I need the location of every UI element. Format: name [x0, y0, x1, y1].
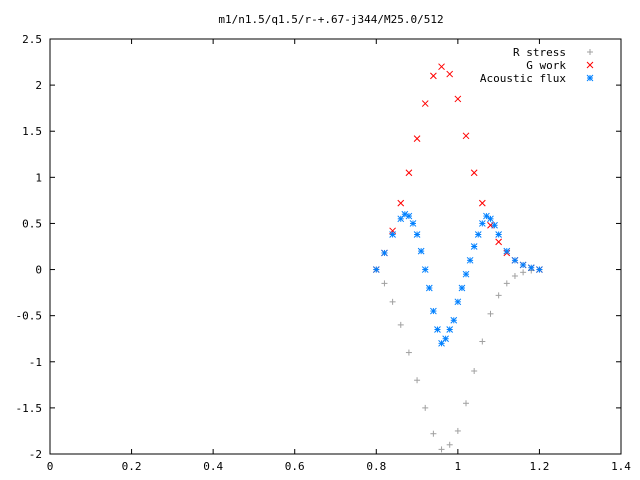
data-point: [478, 220, 486, 227]
data-point: [470, 243, 478, 250]
data-point: [430, 72, 437, 80]
data-point: [462, 132, 470, 140]
data-point: [405, 169, 413, 177]
data-point: [495, 292, 502, 299]
data-point: [413, 231, 421, 238]
y-tick-label: 0: [35, 264, 42, 277]
x-tick-label: 0.4: [203, 460, 223, 473]
legend-marker: [586, 61, 594, 69]
legend-label: Acoustic flux: [480, 72, 566, 85]
y-tick-label: 0.5: [22, 217, 42, 230]
data-point: [389, 298, 396, 305]
x-tick-label: 1.4: [611, 460, 631, 473]
y-tick-label: 2.5: [22, 33, 42, 46]
data-point: [409, 220, 417, 227]
legend-marker: [586, 74, 594, 82]
plot-frame: [49, 38, 622, 455]
data-point: [471, 368, 478, 374]
data-point: [414, 377, 421, 384]
data-point: [478, 199, 486, 207]
data-point: [438, 63, 445, 71]
plot-points: [372, 63, 543, 453]
data-point: [503, 247, 511, 255]
data-point: [479, 338, 486, 345]
data-point: [438, 446, 445, 453]
data-point: [454, 298, 462, 306]
y-tick-label: -1: [29, 356, 42, 369]
data-point: [454, 427, 461, 434]
series-r-stress: [373, 266, 543, 453]
data-point: [511, 256, 519, 264]
legend-label: R stress: [513, 46, 566, 59]
data-point: [463, 400, 470, 407]
data-point: [413, 135, 421, 142]
data-point: [389, 231, 396, 238]
data-point: [421, 100, 429, 107]
data-point: [483, 212, 490, 220]
data-point: [446, 326, 454, 333]
series-g-work: [372, 63, 543, 273]
data-point: [417, 247, 425, 255]
data-point: [425, 284, 433, 292]
axis-ticks: 0 0.2 0.4 0.6 0.8 1 1.2 1.4 2.5 2 1.5 1 0.5 0 -0.5 -1 -1…: [16, 33, 632, 473]
data-point: [503, 280, 510, 287]
data-point: [446, 441, 453, 448]
data-point: [381, 280, 388, 287]
y-tick-label: -0.5: [16, 310, 43, 323]
data-point: [430, 430, 437, 437]
data-point: [495, 238, 502, 246]
data-point: [430, 307, 437, 315]
data-point: [438, 339, 445, 347]
data-point: [442, 335, 449, 343]
data-point: [450, 316, 458, 324]
data-point: [446, 70, 454, 78]
x-tick-label: 1: [455, 460, 462, 473]
y-tick-label: 2: [35, 79, 42, 92]
chart-title: m1/n1.5/q1.5/r-+.67-j344/M25.0/512: [218, 13, 443, 26]
data-point: [405, 212, 413, 220]
y-tick-label: -2: [29, 448, 42, 461]
data-point: [421, 266, 429, 273]
series-acoustic-flux: [372, 210, 543, 347]
data-point: [470, 169, 478, 177]
data-point: [511, 273, 518, 280]
y-tick-label: -1.5: [16, 402, 43, 415]
data-point: [397, 321, 404, 328]
data-point: [405, 349, 412, 356]
data-point: [536, 266, 543, 273]
data-point: [487, 215, 494, 223]
legend-label: G work: [526, 59, 566, 72]
data-point: [422, 404, 429, 411]
data-point: [397, 215, 405, 223]
data-point: [495, 231, 502, 238]
x-tick-label: 0.2: [122, 460, 142, 473]
data-point: [519, 261, 527, 269]
data-point: [491, 221, 498, 229]
data-point: [372, 266, 380, 273]
data-point: [520, 269, 527, 276]
data-point: [381, 249, 388, 257]
data-point: [458, 284, 466, 292]
data-point: [487, 310, 494, 317]
x-tick-label: 0.8: [366, 460, 386, 473]
data-point: [454, 95, 462, 103]
legend-marker: [587, 49, 593, 55]
data-point: [397, 199, 405, 207]
data-point: [434, 326, 441, 333]
data-point: [527, 264, 535, 272]
data-point: [466, 256, 474, 264]
data-point: [474, 231, 482, 238]
x-tick-label: 0.6: [285, 460, 305, 473]
data-point: [462, 270, 470, 278]
y-tick-label: 1.5: [22, 125, 42, 138]
x-tick-label: 0: [47, 460, 54, 473]
x-tick-label: 1.2: [529, 460, 549, 473]
y-tick-label: 1: [35, 171, 42, 184]
